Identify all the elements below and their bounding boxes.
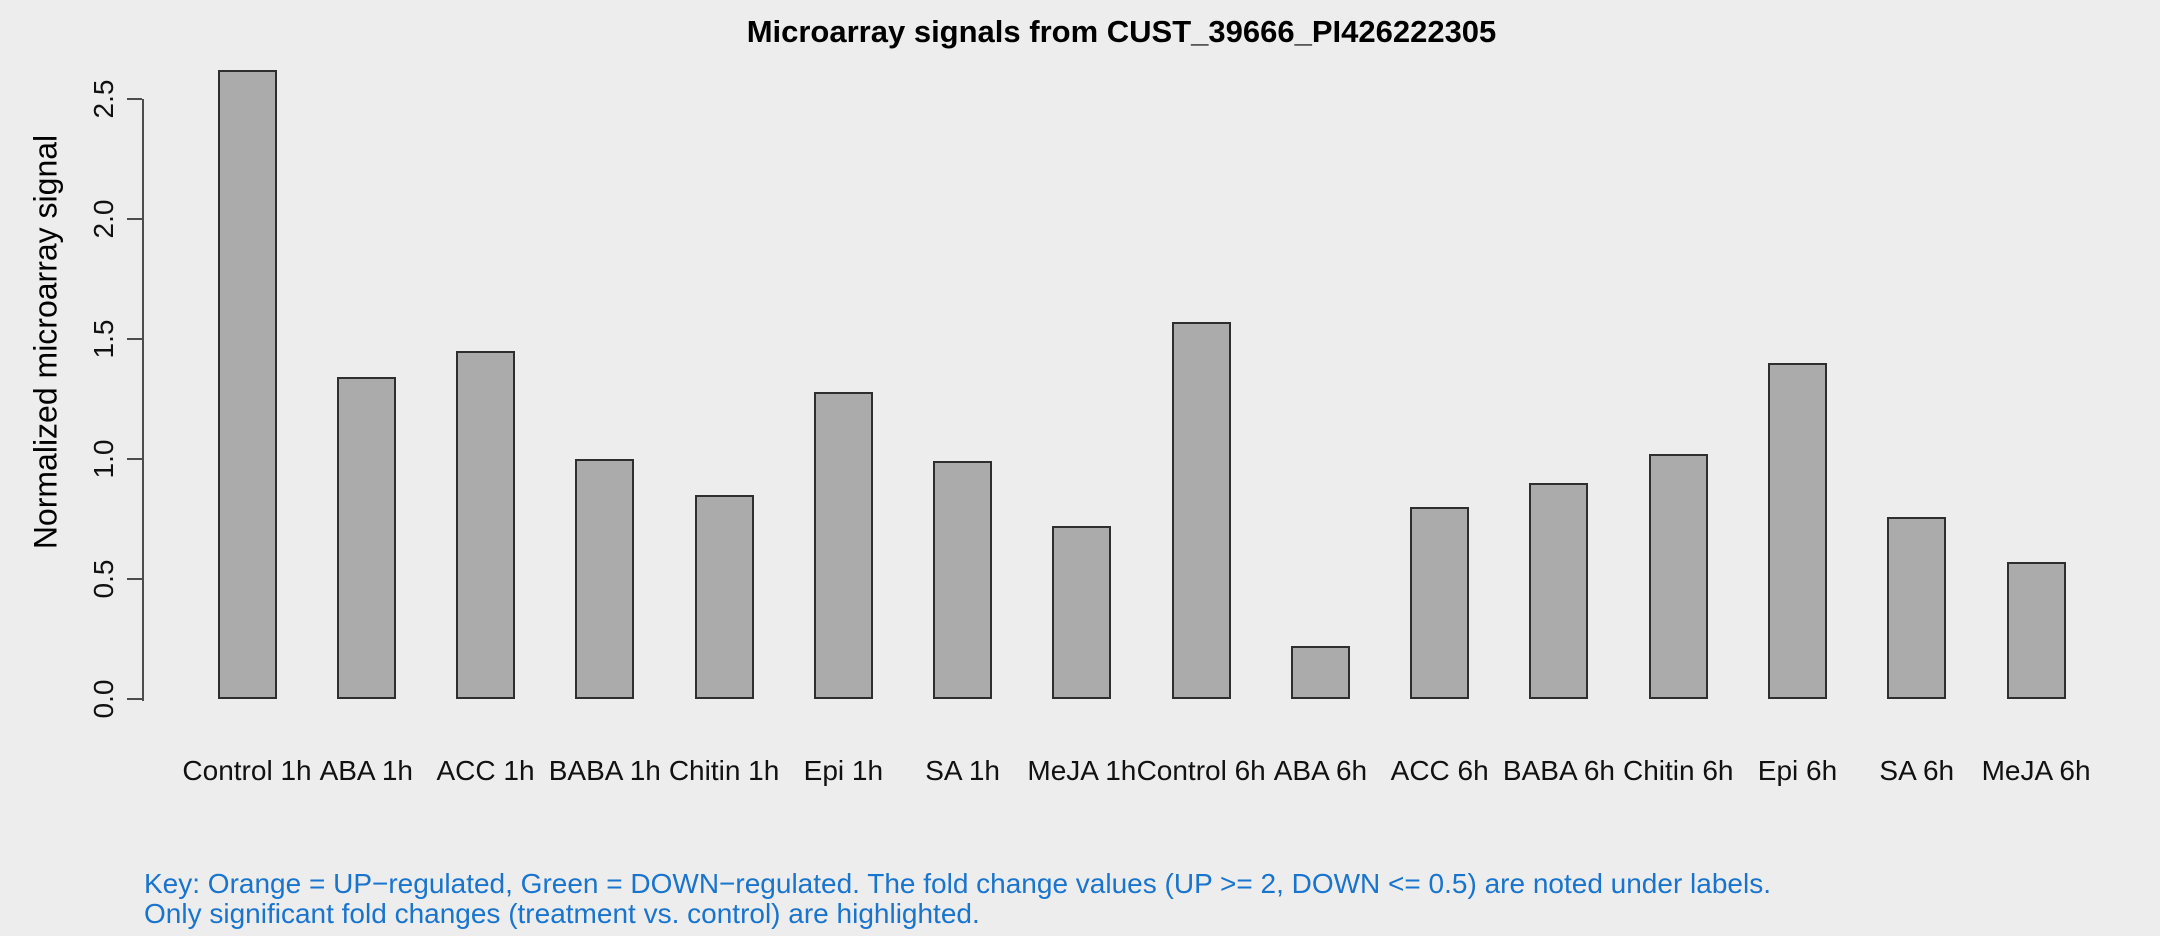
x-tick-label: Chitin 1h <box>668 755 780 786</box>
y-tick-label: 0.0 <box>88 679 119 719</box>
bar-meja-1h <box>1052 526 1112 699</box>
x-tick-label: ABA 1h <box>319 755 413 786</box>
y-tick-mark <box>127 698 142 700</box>
x-tick-label: Epi 6h <box>1757 755 1838 786</box>
bar-acc-1h <box>456 351 516 699</box>
y-tick-label: 2.0 <box>88 199 119 239</box>
y-tick-label: 0.5 <box>88 559 119 599</box>
bar-chitin-6h <box>1648 454 1708 699</box>
x-tick-label: BABA 6h <box>1502 755 1616 786</box>
bar-meja-6h <box>2006 562 2066 699</box>
bar-sa-1h <box>933 461 993 699</box>
bar-baba-1h <box>575 459 635 699</box>
bar-aba-6h <box>1290 646 1350 699</box>
y-tick-mark <box>127 578 142 580</box>
key-note-line-2: Only significant fold changes (treatment… <box>144 898 980 929</box>
y-tick-label: 1.0 <box>88 439 119 479</box>
y-tick-mark <box>127 458 142 460</box>
x-tick-label: Epi 1h <box>803 755 884 786</box>
bar-epi-1h <box>813 391 873 699</box>
key-note: Key: Orange = UP−regulated, Green = DOWN… <box>144 869 1771 929</box>
key-note-line-1: Key: Orange = UP−regulated, Green = DOWN… <box>144 868 1771 899</box>
y-tick-mark <box>127 98 142 100</box>
y-tick-mark <box>127 338 142 340</box>
x-tick-label: SA 1h <box>925 755 1000 786</box>
bar-chitin-1h <box>694 495 754 699</box>
y-axis-line <box>142 99 144 701</box>
y-tick-mark <box>127 218 142 220</box>
bar-sa-6h <box>1887 516 1947 699</box>
x-tick-label: ACC 1h <box>436 755 535 786</box>
x-tick-label: ACC 6h <box>1390 755 1489 786</box>
bar-control-1h <box>217 70 277 699</box>
x-tick-label: Control 6h <box>1136 755 1266 786</box>
chart-title: Microarray signals from CUST_39666_PI426… <box>746 14 1497 49</box>
x-tick-label: BABA 1h <box>548 755 661 786</box>
y-tick-label: 1.5 <box>88 319 119 359</box>
x-tick-label: Control 1h <box>182 755 312 786</box>
bar-baba-6h <box>1529 483 1589 699</box>
x-tick-label: Chitin 6h <box>1622 755 1734 786</box>
bar-aba-1h <box>336 377 396 699</box>
x-tick-label: ABA 6h <box>1273 755 1368 786</box>
y-tick-label: 2.5 <box>88 79 119 119</box>
bar-acc-6h <box>1410 507 1470 699</box>
bar-epi-6h <box>1768 363 1827 699</box>
x-tick-label: SA 6h <box>1879 755 1955 786</box>
x-tick-label: MeJA 6h <box>1981 755 2091 786</box>
x-tick-label: MeJA 1h <box>1027 755 1137 786</box>
bar-control-6h <box>1171 322 1231 699</box>
y-axis-label: Normalized microarray signal <box>27 134 64 550</box>
